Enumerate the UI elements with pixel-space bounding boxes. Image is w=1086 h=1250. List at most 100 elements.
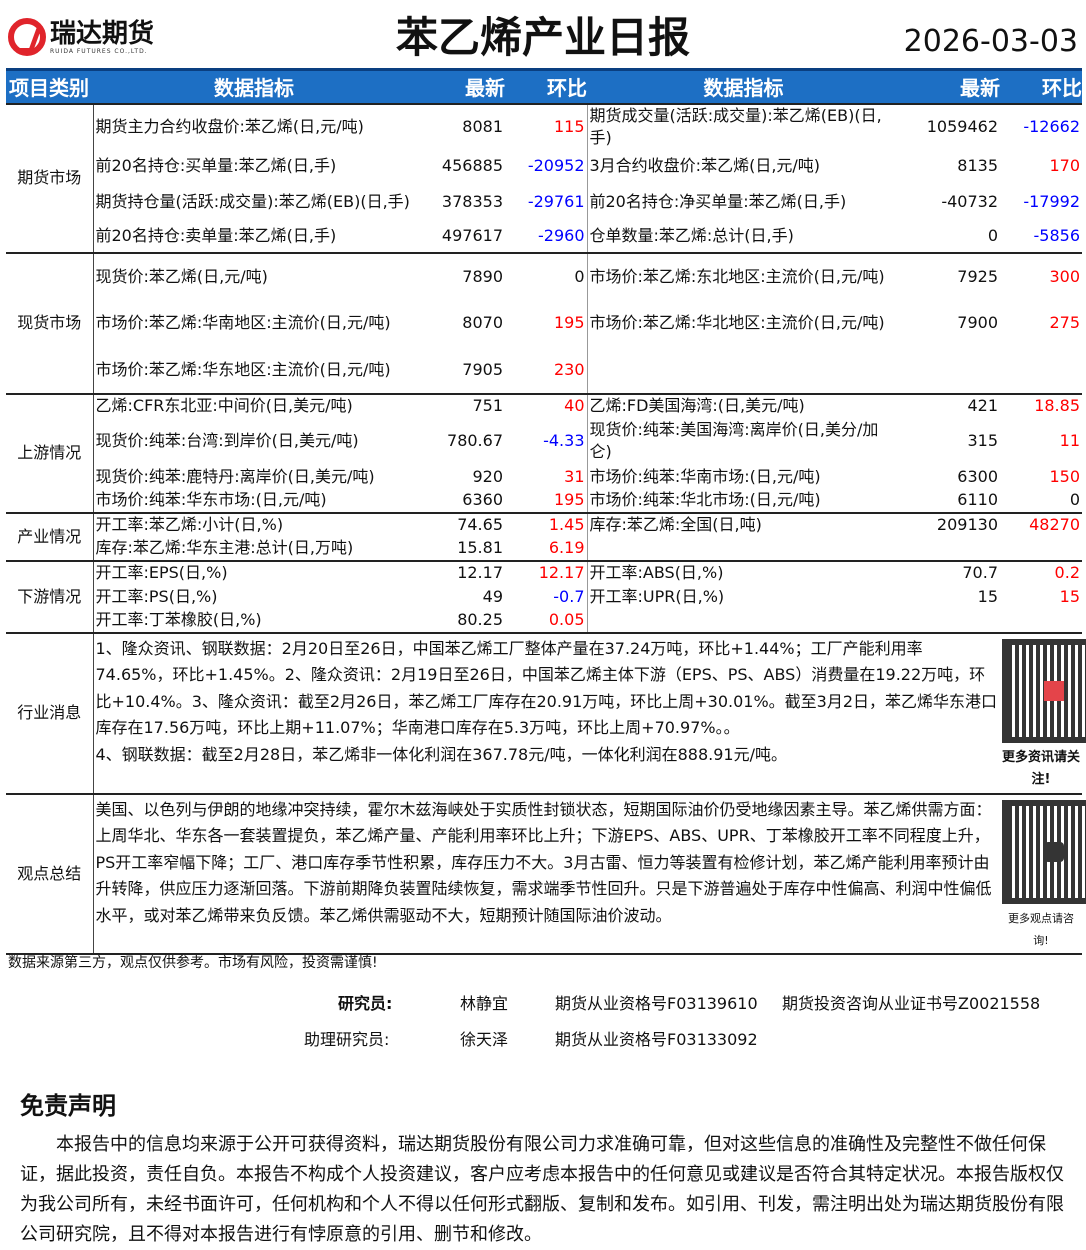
news-row: 行业消息 1、隆众资讯、钢联数据：2月20日至26日，中国苯乙烯工厂整体产量在3…: [6, 631, 1086, 794]
indicator-name: 开工率:苯乙烯:小计(日,%): [93, 511, 415, 537]
indicator-name: 期货持仓量(活跃:成交量):苯乙烯(EB)(日,手): [95, 191, 410, 211]
report-title: 苯乙烯产业日报: [395, 13, 690, 62]
logo-text: 瑞达期货: [50, 18, 155, 49]
latest-value: 70.7: [900, 559, 1000, 585]
analyst-cert-2: 期货从业资格号F03133092: [555, 1030, 758, 1049]
latest-value: 7925: [900, 251, 1000, 300]
latest-value: 15.81: [457, 538, 503, 557]
table-row: 市场价:苯乙烯:华东地区:主流价(日,元/吨) 7905 230: [6, 346, 1082, 394]
latest-value: 8070: [462, 313, 503, 332]
table-row: 现货市场 现货价:苯乙烯(日,元/吨) 7890 0 市场价:苯乙烯:东北地区:主流价(…: [6, 251, 1082, 394]
analyst-role-2: 助理研究员:: [304, 1030, 390, 1049]
table-row: 开工率:PS(日,%) 49 -0.7 开工率:UPR(日,%) 15 15: [6, 584, 1082, 609]
disclaimer-title: 免责声明: [20, 1092, 116, 1120]
table-row: 现货价:纯苯:鹿特丹:离岸价(日,美元/吨) 920 31 市场价:纯苯:华南市场:(…: [6, 464, 1082, 489]
news-qr: 更多资讯请关注!: [1000, 631, 1086, 794]
wechat-qr-code-icon: [1002, 799, 1086, 904]
opinion-row: 观点总结 美国、以色列与伊朗的地缘冲突持续，霍尔木兹海峡处于实质性封锁状态，短期…: [6, 792, 1086, 954]
indicator-name: 现货价:纯苯:台湾:到岸价(日,美元/吨): [95, 431, 359, 450]
change-value: 275: [1049, 313, 1080, 332]
latest-value: 6300: [957, 466, 998, 486]
indicator-name: 前20名持仓:买单量:苯乙烯(日,手): [95, 155, 337, 175]
logo-mark-icon: [8, 18, 46, 56]
latest-value: 751: [415, 392, 505, 418]
change-value: 31: [505, 464, 588, 489]
change-value: 195: [505, 488, 588, 513]
table-row: 库存:苯乙烯:华东主港:总计(日,万吨) 15.81 6.19: [6, 536, 1082, 561]
indicator-name: 现货价:纯苯:美国海湾:离岸价(日,美分/加仑): [589, 420, 879, 461]
table-row: 开工率:丁苯橡胶(日,%) 80.25 0.05: [6, 608, 1082, 633]
company-logo: 瑞达期货 RUIDA FUTURES CO.,LTD.: [8, 18, 154, 56]
latest-value: 378353: [441, 191, 503, 211]
table-row: 上游情况 乙烯:CFR东北亚:中间价(日,美元/吨) 751 40 乙烯:FD美国海湾:…: [6, 392, 1082, 513]
analyst-cert-1b: 期货投资咨询从业证书号Z0021558: [782, 994, 1041, 1013]
header-category: 项目类别: [6, 68, 93, 104]
header-latest-2: 最新: [900, 68, 1000, 104]
latest-value: [900, 609, 1000, 633]
table-header: 项目类别 数据指标 最新 环比 数据指标 最新 环比: [6, 68, 1082, 104]
logo-subtext: RUIDA FUTURES CO.,LTD.: [50, 47, 148, 55]
change-value: -12662: [1000, 102, 1082, 149]
change-value: 0: [505, 251, 588, 300]
change-value: 40: [505, 392, 588, 418]
indicator-name: 开工率:UPR(日,%): [589, 586, 725, 606]
latest-value: 0: [987, 226, 998, 245]
latest-value: 421: [900, 392, 1000, 418]
indicator-name: 现货价:苯乙烯(日,元/吨): [93, 251, 415, 300]
latest-value: -40732: [941, 191, 998, 211]
table-row: 期货持仓量(活跃:成交量):苯乙烯(EB)(日,手) 378353 -29761 前2…: [6, 182, 1082, 221]
latest-value: 74.65: [415, 511, 505, 537]
table-row: 下游情况 开工率:EPS(日,%) 12.17 12.17 开工率:ABS(日,%) 70…: [6, 559, 1082, 633]
indicator-name: 期货成交量(活跃:成交量):苯乙烯(EB)(日,手): [587, 102, 900, 149]
header-change-2: 环比: [1000, 68, 1082, 104]
table-row: 期货市场 期货主力合约收盘价:苯乙烯(日,元/吨) 8081 115 期货成交量(活跃:…: [6, 102, 1082, 253]
latest-value: 6110: [957, 490, 998, 509]
change-value: 170: [1049, 155, 1080, 175]
section-category: 上游情况: [6, 392, 94, 513]
change-value: -29761: [505, 182, 588, 221]
analyst-cert-1: 期货从业资格号F03139610: [555, 994, 758, 1013]
change-value: 6.19: [505, 536, 588, 561]
change-value: 0: [1069, 490, 1080, 509]
disclaimer-text: 本报告中的信息均来源于公开可获得资料，瑞达期货股份有限公司力求准确可靠，但对这些…: [20, 1134, 1064, 1245]
opinion-text: 美国、以色列与伊朗的地缘冲突持续，霍尔木兹海峡处于实质性封锁状态，短期国际油价仍…: [95, 799, 992, 925]
change-value: 195: [505, 299, 588, 347]
change-value: -5856: [1033, 226, 1081, 245]
section-category: 下游情况: [6, 559, 94, 633]
analyst-name-2: 徐天泽: [460, 1030, 509, 1049]
change-value: [1000, 537, 1082, 561]
latest-value: 8081: [415, 102, 505, 149]
indicator-name: [587, 537, 900, 561]
news-text-2: 4、钢联数据：截至2月28日，苯乙烯非一体化利润在367.78元/吨，一体化利润…: [95, 744, 787, 764]
latest-value: 6360: [462, 490, 503, 509]
change-value: -4.33: [505, 417, 588, 465]
change-value: -2960: [505, 220, 588, 253]
latest-value: 209130: [900, 511, 1000, 537]
indicator-name: 期货主力合约收盘价:苯乙烯(日,元/吨): [93, 102, 415, 149]
change-value: 12.17: [505, 559, 588, 585]
news-text: 1、隆众资讯、钢联数据：2月20日至26日，中国苯乙烯工厂整体产量在37.24万…: [95, 638, 998, 738]
indicator-name: [587, 347, 900, 394]
change-value: 115: [505, 102, 588, 149]
change-value: -17992: [1023, 191, 1080, 211]
analyst-name-1: 林静宜: [460, 994, 509, 1013]
change-value: -0.7: [505, 584, 588, 609]
latest-value: 80.25: [457, 610, 503, 629]
indicator-name: 市场价:纯苯:华南市场:(日,元/吨): [589, 466, 821, 486]
latest-value: [900, 537, 1000, 561]
indicator-name: 前20名持仓:净买单量:苯乙烯(日,手): [589, 191, 847, 211]
indicator-name: 开工率:EPS(日,%): [93, 559, 415, 585]
section-category: 产业情况: [6, 511, 94, 561]
opinion-category: 观点总结: [6, 792, 94, 954]
section-category: 现货市场: [6, 251, 94, 394]
indicator-name: 开工率:丁苯橡胶(日,%): [95, 610, 262, 629]
latest-value: 7905: [462, 359, 503, 379]
latest-value: 780.67: [447, 431, 503, 450]
opinion-qr-caption: 更多观点请咨询!: [1008, 911, 1074, 947]
table-row: 市场价:苯乙烯:华南地区:主流价(日,元/吨) 8070 195 市场价:苯乙烯:华北…: [6, 299, 1082, 347]
section-category: 期货市场: [6, 102, 94, 253]
indicator-name: 乙烯:FD美国海湾:(日,美元/吨): [587, 392, 900, 418]
latest-value: 7890: [415, 251, 505, 300]
latest-value: 315: [967, 431, 998, 450]
analyst-role-1: 研究员:: [338, 994, 393, 1013]
